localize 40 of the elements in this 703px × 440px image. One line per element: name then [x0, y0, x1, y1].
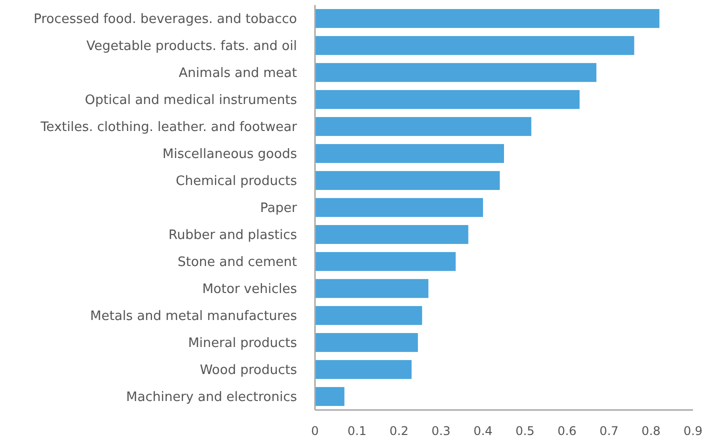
- bar: [315, 63, 596, 82]
- y-tick-label: Stone and cement: [178, 255, 297, 270]
- bar: [315, 360, 412, 379]
- y-tick-label: Metals and metal manufactures: [90, 309, 298, 324]
- x-tick-label: 0.2: [389, 424, 409, 438]
- y-tick-label: Paper: [260, 201, 298, 216]
- x-tick-label: 0.3: [431, 424, 451, 438]
- bar: [315, 225, 468, 244]
- bar: [315, 279, 428, 298]
- x-tick-label: 0.6: [557, 424, 577, 438]
- x-tick-label: 0.9: [683, 424, 703, 438]
- y-tick-label: Textiles. clothing. leather. and footwear: [40, 120, 298, 136]
- x-tick-label: 0.4: [473, 424, 493, 438]
- bar: [315, 333, 418, 352]
- y-tick-label: Machinery and electronics: [126, 390, 298, 406]
- y-tick-label: Optical and medical instruments: [84, 93, 298, 108]
- x-tick-label: 0.5: [515, 424, 535, 438]
- y-tick-label: Miscellaneous goods: [162, 147, 298, 162]
- x-tick-label: 0.8: [641, 424, 661, 438]
- bar: [315, 144, 504, 163]
- y-tick-label: Rubber and plastics: [168, 228, 298, 244]
- y-tick-label: Animals and meat: [178, 66, 297, 82]
- x-tick-label: 0.7: [599, 424, 619, 438]
- y-tick-label: Wood products: [200, 363, 298, 378]
- y-tick-label: Vegetable products. fats. and oil: [86, 39, 297, 54]
- x-tick-label: 0.1: [347, 424, 367, 438]
- bar: [315, 9, 660, 28]
- y-tick-label: Motor vehicles: [202, 282, 298, 298]
- x-tick-label: 0: [311, 424, 319, 438]
- bar: [315, 90, 580, 109]
- bar: [315, 36, 634, 55]
- bar: [315, 198, 483, 217]
- bar: [315, 117, 532, 136]
- bar: [315, 387, 344, 406]
- bar: [315, 171, 500, 190]
- bar: [315, 252, 456, 271]
- bar: [315, 306, 422, 325]
- y-tick-label: Mineral products: [188, 336, 298, 352]
- y-tick-label: Processed food. beverages. and tobacco: [34, 12, 298, 28]
- y-tick-label: Chemical products: [176, 174, 298, 190]
